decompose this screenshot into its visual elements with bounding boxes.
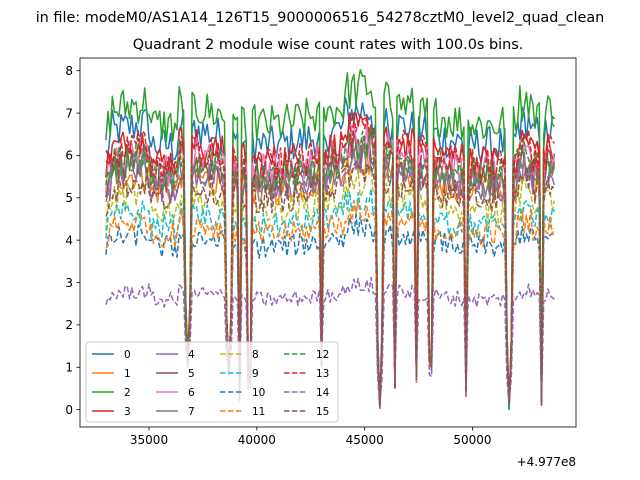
series-line-14 (105, 276, 555, 408)
chart-title: Quadrant 2 module wise count rates with … (133, 37, 524, 53)
legend-label: 3 (124, 406, 131, 418)
legend-label: 14 (316, 387, 330, 399)
legend-label: 0 (124, 349, 131, 361)
series-line-6 (105, 123, 556, 410)
legend-label: 2 (124, 387, 131, 399)
y-tick-label: 5 (65, 191, 73, 205)
series-line-11 (105, 199, 556, 404)
plot-frame (79, 57, 577, 428)
series-line-10 (105, 214, 555, 408)
legend-label: 8 (252, 349, 259, 361)
legend-label: 13 (316, 368, 329, 380)
legend-label: 4 (188, 349, 195, 361)
series-line-15 (105, 161, 555, 408)
legend-label: 1 (124, 368, 131, 380)
y-tick-label: 8 (65, 64, 73, 78)
y-axis: 0 1 2 3 4 5 6 7 8 (65, 64, 80, 417)
x-axis: 35000 40000 45000 50000 (130, 427, 492, 447)
y-tick-label: 1 (65, 361, 73, 375)
legend-label: 6 (188, 387, 195, 399)
series-line-12 (105, 125, 556, 410)
x-tick-label: 35000 (130, 433, 168, 447)
legend-label: 11 (252, 406, 265, 418)
legend-label: 12 (316, 349, 329, 361)
series-line-7 (105, 142, 556, 407)
legend-label: 5 (188, 368, 195, 380)
y-tick-label: 0 (65, 403, 73, 417)
series-layer (105, 68, 556, 411)
legend-label: 15 (316, 406, 329, 418)
chart-suptitle: in file: modeM0/AS1A14_126T15_9000006516… (36, 10, 605, 26)
y-tick-label: 4 (65, 233, 73, 247)
series-line-9 (105, 187, 556, 405)
legend-label: 9 (252, 368, 259, 380)
x-tick-label: 40000 (238, 433, 276, 447)
series-line-2 (105, 68, 556, 410)
x-offset-label: +4.977e8 (517, 455, 576, 469)
legend-label: 7 (188, 406, 195, 418)
y-tick-label: 2 (65, 318, 73, 332)
series-line-8 (105, 169, 556, 406)
legend-box (85, 341, 339, 423)
y-tick-label: 6 (65, 149, 73, 163)
x-tick-label: 50000 (453, 433, 491, 447)
y-tick-label: 7 (65, 106, 73, 120)
y-tick-label: 3 (65, 276, 73, 290)
series-line-13 (105, 115, 555, 407)
legend-label: 10 (252, 387, 265, 399)
x-tick-label: 45000 (346, 433, 384, 447)
